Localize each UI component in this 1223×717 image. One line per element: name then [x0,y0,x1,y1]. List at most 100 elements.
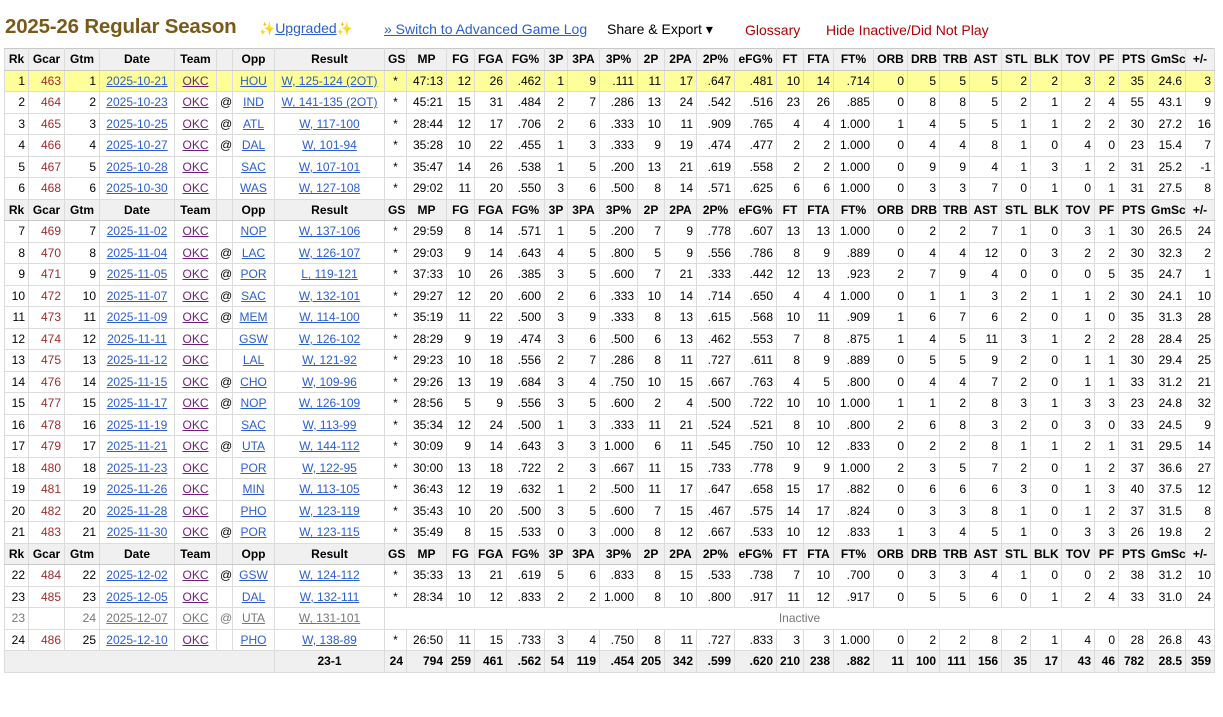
date-link[interactable]: 2025-12-05 [106,589,168,604]
column-header[interactable]: FG [446,542,475,565]
team-link[interactable]: OKC [182,396,209,411]
date-link[interactable]: 2025-11-23 [106,460,168,475]
table-cell[interactable]: 2025-10-27 [99,134,175,157]
column-header[interactable]: FG [446,48,475,71]
table-cell[interactable]: W, 141-135 (2OT) [274,91,385,114]
table-cell[interactable]: OKC [174,413,217,436]
team-link[interactable]: OKC [182,374,209,389]
column-header[interactable]: Gtm [64,198,100,221]
column-header[interactable]: ORB [873,542,908,565]
column-header[interactable]: MP [406,198,447,221]
team-link[interactable]: OKC [182,460,209,475]
date-link[interactable]: 2025-10-30 [106,181,168,196]
result-link[interactable]: W, 114-100 [299,310,360,325]
team-link[interactable]: OKC [182,310,209,325]
table-cell[interactable]: 2025-11-19 [99,413,175,436]
table-cell[interactable]: W, 127-108 [274,177,385,200]
column-header[interactable]: Result [274,48,385,71]
date-link[interactable]: 2025-10-23 [106,95,168,110]
column-header[interactable]: FGA [474,542,507,565]
result-link[interactable]: W, 122-95 [302,460,357,475]
date-link[interactable]: 2025-11-17 [106,396,168,411]
date-link[interactable]: 2025-12-10 [106,632,168,647]
table-cell[interactable]: W, 113-105 [274,478,385,501]
table-cell[interactable]: OKC [174,327,217,350]
date-link[interactable]: 2025-11-15 [106,374,168,389]
column-header[interactable]: GmSc [1147,48,1186,71]
result-link[interactable]: W, 127-108 [298,181,361,196]
table-cell[interactable]: W, 123-119 [274,499,385,522]
date-link[interactable]: 2025-11-30 [106,525,168,540]
hide-inactive-link[interactable]: Hide Inactive/Did Not Play [826,22,989,38]
opp-link[interactable]: GSW [239,331,268,346]
team-link[interactable]: OKC [182,439,209,454]
column-header[interactable]: +/- [1185,198,1215,221]
column-header[interactable]: Gtm [64,542,100,565]
table-cell[interactable]: SAC [232,413,275,436]
column-header[interactable]: FTA [803,542,834,565]
column-header[interactable]: AST [969,198,1002,221]
result-link[interactable]: W, 113-99 [302,417,357,432]
opp-link[interactable]: NOP [240,396,267,411]
table-cell[interactable]: OKC [174,69,217,92]
column-header[interactable]: FTA [803,48,834,71]
column-header[interactable]: BLK [1030,48,1062,71]
team-link[interactable]: OKC [182,568,209,583]
date-link[interactable]: 2025-11-21 [106,439,168,454]
team-link[interactable]: OKC [182,589,209,604]
column-header[interactable]: 3P% [599,542,638,565]
table-cell[interactable]: 2025-11-04 [99,241,175,264]
column-header[interactable]: 2P% [696,542,735,565]
table-cell[interactable]: 2025-11-09 [99,306,175,329]
table-cell[interactable]: MEM [232,306,275,329]
table-cell[interactable]: 2025-11-26 [99,478,175,501]
column-header[interactable]: Team [174,48,217,71]
table-cell[interactable]: UTA [232,607,275,630]
column-header[interactable]: Opp [232,198,275,221]
column-header[interactable]: 3PA [567,542,600,565]
column-header[interactable]: +/- [1185,542,1215,565]
column-header[interactable]: GS [384,542,407,565]
result-link[interactable]: W, 126-107 [298,245,361,260]
column-header[interactable]: 2P [637,198,665,221]
column-header[interactable]: FG% [506,198,545,221]
date-link[interactable]: 2025-11-28 [106,503,168,518]
column-header[interactable]: FT% [833,198,874,221]
table-cell[interactable]: W, 124-112 [274,564,385,587]
result-link[interactable]: W, 109-96 [302,374,357,389]
date-link[interactable]: 2025-11-12 [106,353,168,368]
team-link[interactable]: OKC [182,138,209,153]
opp-link[interactable]: POR [240,525,267,540]
opp-link[interactable]: LAC [241,245,266,260]
table-cell[interactable]: OKC [174,155,217,178]
table-cell[interactable]: 2025-11-05 [99,263,175,286]
switch-advanced-link[interactable]: » Switch to Advanced Game Log [384,21,588,37]
table-cell[interactable]: OKC [174,585,217,608]
table-cell[interactable]: OKC [174,306,217,329]
table-cell[interactable]: 2025-11-30 [99,521,175,544]
column-header[interactable]: FT [776,198,804,221]
column-header[interactable]: Result [274,542,385,565]
column-header[interactable]: FT [776,48,804,71]
opp-link[interactable]: NOP [240,224,267,239]
table-cell[interactable]: HOU [232,69,275,92]
column-header[interactable]: 2P [637,48,665,71]
date-link[interactable]: 2025-10-28 [106,159,168,174]
column-header[interactable]: PTS [1118,48,1148,71]
table-cell[interactable]: UTA [232,435,275,458]
column-header[interactable]: Gcar [28,542,65,565]
table-cell[interactable]: W, 126-102 [274,327,385,350]
table-cell[interactable]: W, 107-101 [274,155,385,178]
opp-link[interactable]: SAC [241,417,266,432]
team-link[interactable]: OKC [182,525,209,540]
table-cell[interactable]: W, 101-94 [274,134,385,157]
column-header[interactable]: FG% [506,542,545,565]
column-header[interactable]: FT% [833,542,874,565]
result-link[interactable]: W, 138-89 [302,632,357,647]
column-header[interactable]: DRB [907,198,940,221]
result-link[interactable]: W, 137-106 [298,224,361,239]
column-header[interactable]: ORB [873,198,908,221]
column-header[interactable]: 3P [544,542,568,565]
table-cell[interactable]: IND [232,91,275,114]
table-cell[interactable]: SAC [232,284,275,307]
